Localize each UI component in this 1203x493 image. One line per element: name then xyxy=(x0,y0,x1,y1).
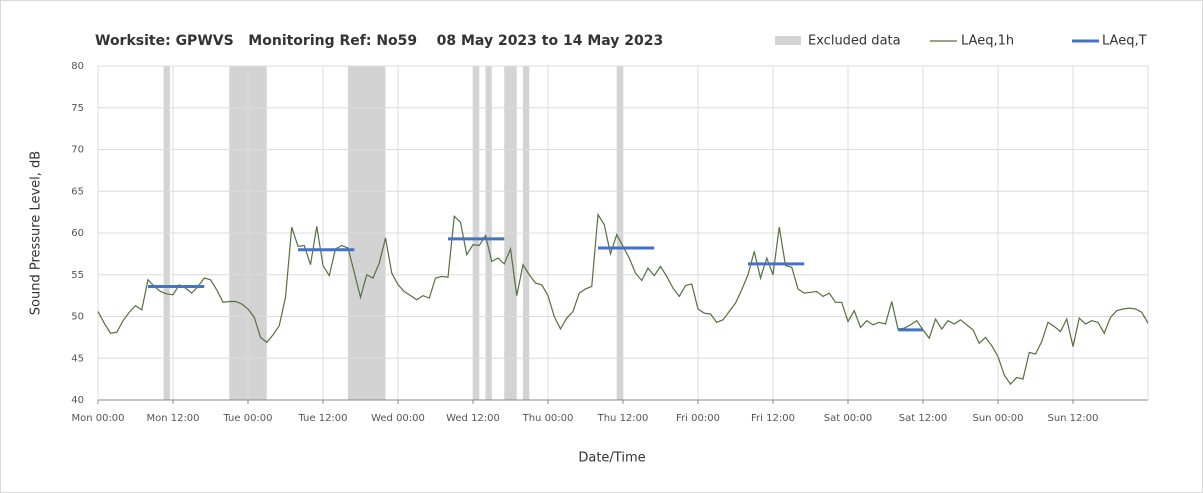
y-tick-label: 80 xyxy=(71,61,84,72)
x-tick-label: Wed 12:00 xyxy=(446,413,500,424)
y-tick-label: 45 xyxy=(71,353,84,364)
x-tick-label: Tue 12:00 xyxy=(297,413,347,424)
x-axis-label: Date/Time xyxy=(578,451,645,466)
y-tick-label: 50 xyxy=(71,312,84,323)
y-tick-label: 70 xyxy=(71,145,84,156)
legend-swatch xyxy=(775,36,801,45)
y-tick-label: 75 xyxy=(71,103,84,114)
x-tick-label: Sun 12:00 xyxy=(1047,413,1098,424)
x-tick-label: Fri 00:00 xyxy=(676,413,720,424)
x-tick-label: Mon 00:00 xyxy=(71,413,124,424)
legend-label: LAeq,T xyxy=(1102,34,1147,49)
chart-title: Worksite: GPWVS Monitoring Ref: No59 08 … xyxy=(95,33,663,49)
legend-label: Excluded data xyxy=(808,34,901,49)
y-tick-label: 60 xyxy=(71,228,84,239)
x-tick-label: Fri 12:00 xyxy=(751,413,795,424)
y-tick-label: 55 xyxy=(71,270,84,281)
x-tick-label: Tue 00:00 xyxy=(222,413,272,424)
legend-label: LAeq,1h xyxy=(961,34,1014,49)
x-tick-label: Thu 00:00 xyxy=(522,413,574,424)
x-tick-label: Thu 12:00 xyxy=(597,413,649,424)
y-tick-label: 40 xyxy=(71,395,84,406)
x-tick-label: Sun 00:00 xyxy=(972,413,1023,424)
line-series xyxy=(97,212,1149,386)
x-tick-label: Sat 12:00 xyxy=(899,413,947,424)
x-tick-label: Sat 00:00 xyxy=(824,413,872,424)
y-tick-label: 65 xyxy=(71,186,84,197)
y-axis-label: Sound Pressure Level, dB xyxy=(29,151,44,315)
x-tick-label: Mon 12:00 xyxy=(146,413,199,424)
x-tick-label: Wed 00:00 xyxy=(371,413,425,424)
